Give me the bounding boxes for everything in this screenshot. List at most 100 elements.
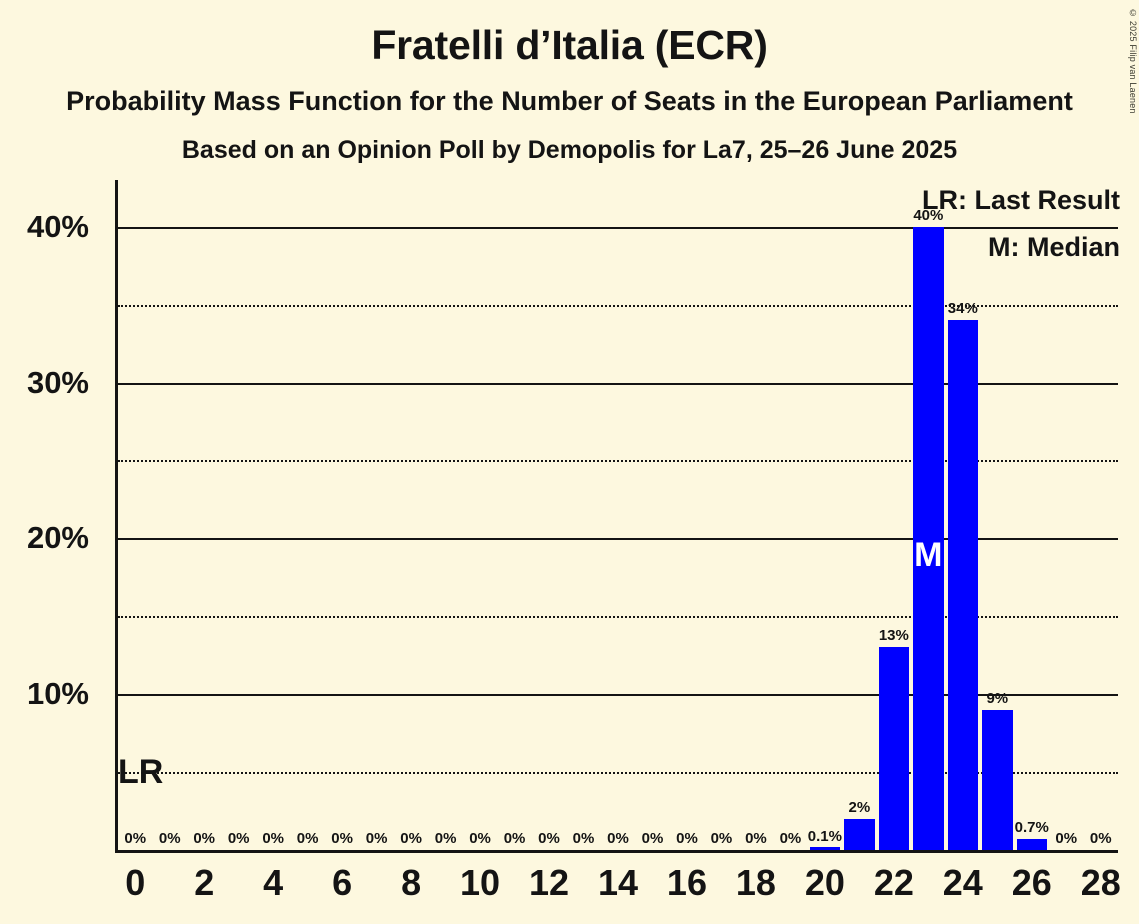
- bar-value-label: 0%: [158, 830, 181, 847]
- copyright-notice: © 2025 Filip van Laenen: [1128, 8, 1138, 114]
- x-tick-10: 10: [460, 862, 501, 903]
- bar-value-label: 0%: [434, 830, 457, 847]
- last-result-marker: LR: [118, 753, 164, 792]
- bar[interactable]: [844, 818, 875, 850]
- bar-value-label: 0%: [1055, 830, 1078, 847]
- bar-value-label: 0%: [641, 830, 664, 847]
- bar[interactable]: [913, 226, 944, 850]
- bar-slot[interactable]: 0%: [497, 180, 531, 850]
- y-axis-line: [115, 180, 118, 853]
- bar-value-label: 0.1%: [807, 828, 842, 846]
- bar-slot[interactable]: 0%: [463, 180, 497, 850]
- bar-slot[interactable]: 0%: [221, 180, 255, 850]
- bar-value-label: 0%: [296, 830, 319, 847]
- bar-slot[interactable]: 0%: [1049, 180, 1083, 850]
- bar-value-label: 0%: [710, 830, 733, 847]
- y-tick-20%: 20%: [26, 520, 89, 556]
- bar-slot[interactable]: 0.7%: [1015, 180, 1049, 850]
- bar-slot[interactable]: 0%: [635, 180, 669, 850]
- bar-slot[interactable]: 0%: [152, 180, 186, 850]
- bar[interactable]: [1016, 839, 1048, 850]
- bar-slot[interactable]: 0%: [428, 180, 462, 850]
- gridline-40pct: [118, 226, 1118, 229]
- bar-slot[interactable]: 0%: [739, 180, 773, 850]
- bar-value-label: 0%: [331, 830, 353, 847]
- bar-value-label: 0%: [262, 830, 284, 847]
- bar-slot[interactable]: 13%: [877, 180, 911, 850]
- gridline-5pct: [118, 772, 1118, 775]
- bar-value-label: 0.7%: [1014, 819, 1049, 837]
- bar-value-label: 0%: [365, 830, 388, 847]
- x-tick-26: 26: [1011, 862, 1052, 903]
- bar-slot[interactable]: 2%: [842, 180, 876, 850]
- bar[interactable]: [878, 647, 910, 850]
- bar-value-label: 2%: [848, 798, 871, 816]
- bar-slot[interactable]: 0%: [566, 180, 600, 850]
- bar-slot[interactable]: 34%: [946, 180, 980, 850]
- gridline-35pct: [118, 304, 1118, 307]
- bar-slot[interactable]: 0%: [290, 180, 324, 850]
- x-tick-12: 12: [529, 862, 570, 903]
- bar-slot[interactable]: 40% M: [911, 180, 945, 850]
- bar-value-label: 0%: [572, 830, 595, 847]
- y-tick-30%: 30%: [26, 364, 89, 400]
- x-tick-18: 18: [735, 862, 776, 903]
- x-tick-20: 20: [804, 862, 845, 903]
- bar[interactable]: [982, 709, 1013, 850]
- gridline-30pct: [118, 382, 1118, 385]
- bar-value-label: 0%: [538, 830, 560, 847]
- bar-series: 0% 0% 0% 0% 0% 0% 0% 0% 0% 0% 0% 0% 0% 0% 0% 0% 0% 0% 0% 0%…: [118, 180, 1118, 850]
- x-tick-22: 22: [873, 862, 914, 903]
- bar-value-label: 40%: [913, 206, 944, 224]
- x-tick-24: 24: [942, 862, 983, 903]
- x-tick-2: 2: [194, 862, 215, 903]
- plot-area: 10% 20% 30% 40% 0% 0% 0% 0% 0% 0% 0% 0% 0% 0% 0% 0% 0% 0…: [27, 180, 1118, 853]
- bar-slot[interactable]: 0%: [359, 180, 393, 850]
- bar-value-label: 34%: [947, 300, 978, 318]
- bar-value-label: 0%: [745, 830, 767, 847]
- median-marker: M: [914, 536, 943, 575]
- legend-last-result: LR: Last Result: [921, 185, 1120, 215]
- x-tick-6: 6: [332, 862, 353, 903]
- x-tick-16: 16: [666, 862, 707, 903]
- bar-slot[interactable]: 0.1%: [808, 180, 842, 850]
- bar-value-label: 13%: [878, 627, 909, 645]
- bar-slot[interactable]: 0%: [704, 180, 738, 850]
- bar-slot[interactable]: 0%: [325, 180, 359, 850]
- x-tick-0: 0: [125, 862, 146, 903]
- legend-median: M: Median: [988, 232, 1120, 262]
- bar-slot[interactable]: 0%: [187, 180, 221, 850]
- bar-value-label: 0%: [400, 830, 422, 847]
- bar-slot[interactable]: 0%: [532, 180, 566, 850]
- bar-value-label: 0%: [124, 830, 147, 847]
- bar-slot[interactable]: 0%: [1084, 180, 1118, 850]
- chart-subtitle: Probability Mass Function for the Number…: [66, 86, 1073, 116]
- gridline-10pct: [118, 694, 1118, 697]
- bar[interactable]: [809, 847, 841, 850]
- bar-value-label: 0%: [227, 830, 250, 847]
- bar-slot[interactable]: 0%: [601, 180, 635, 850]
- bar-value-label: 0%: [607, 830, 629, 847]
- bar-value-label: 0%: [1089, 830, 1112, 847]
- bar-slot[interactable]: 0%: [256, 180, 290, 850]
- x-axis-tick-labels: 0 2 4 6 8 10 12 14 16 18 20 22 24 26 28: [118, 862, 1121, 917]
- y-tick-10%: 10%: [26, 676, 89, 712]
- x-tick-4: 4: [263, 862, 284, 903]
- bar-slot[interactable]: 0%: [394, 180, 428, 850]
- bar-value-label: 0%: [779, 830, 802, 847]
- bar[interactable]: [947, 320, 979, 850]
- bar-slot[interactable]: 9%: [980, 180, 1014, 850]
- bar-value-label: 0%: [503, 830, 526, 847]
- y-tick-40%: 40%: [26, 208, 89, 244]
- bar-slot[interactable]: 0%: [118, 180, 152, 850]
- gridline-15pct: [118, 616, 1118, 619]
- bar-slot[interactable]: 0%: [670, 180, 704, 850]
- gridline-20pct: [118, 538, 1118, 541]
- x-tick-8: 8: [401, 862, 422, 903]
- page-title: Fratelli d’Italia (ECR): [371, 22, 768, 68]
- bar-slot[interactable]: 0%: [773, 180, 807, 850]
- bar-value-label: 0%: [469, 830, 491, 847]
- chart-source-line: Based on an Opinion Poll by Demopolis fo…: [181, 136, 958, 164]
- x-tick-28: 28: [1080, 862, 1121, 903]
